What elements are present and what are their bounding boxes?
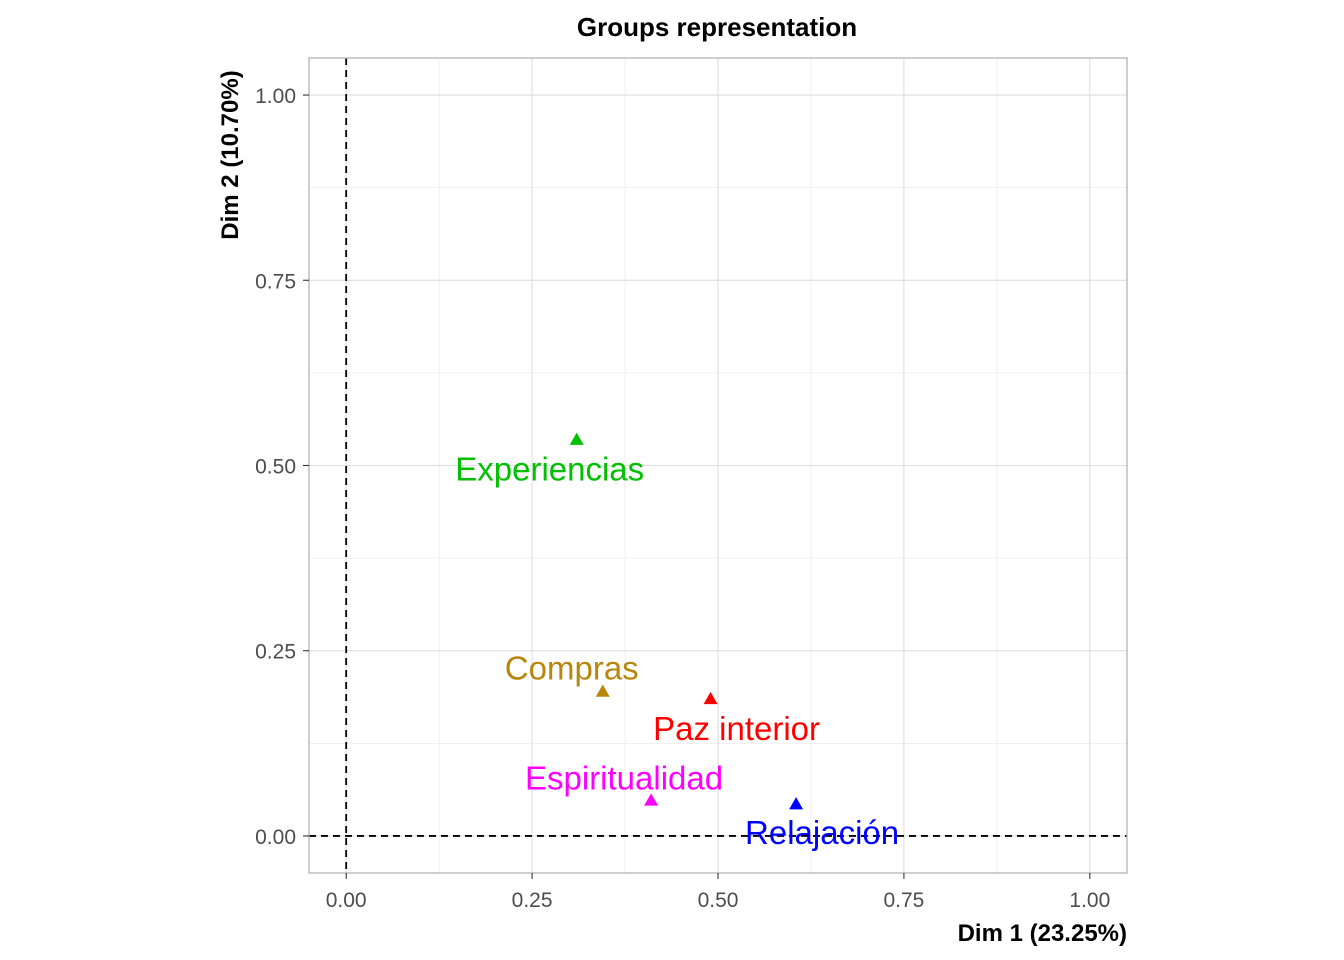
data-point-marker [703,691,718,705]
data-point-marker [595,684,610,697]
y-axis-label: Dim 2 (10.70%) [217,70,244,239]
axis-ticks: 0.00 0.25 0.50 0.75 1.00 0.00 0.25 0.50 0.75 1.00 [255,85,1110,912]
data-point-label: Compras [505,649,639,686]
reference-lines [309,58,1127,873]
y-tick-label: 0.25 [255,641,296,664]
data-point-label: Paz interior [653,710,820,747]
y-tick-label: 1.00 [255,85,296,108]
x-axis-label: Dim 1 (23.25%) [958,920,1127,947]
data-point-label: Relajación [745,814,899,851]
data-point-marker [644,793,659,806]
data-points: Experiencias Compras Paz interior Espiritua… [455,432,899,851]
y-tick-label: 0.50 [255,456,296,479]
x-tick-label: 0.50 [698,889,739,912]
x-tick-label: 1.00 [1069,889,1110,912]
plot-grid [309,58,1127,873]
data-point-marker [569,432,584,445]
x-tick-label: 0.00 [326,889,367,912]
y-tick-label: 0.00 [255,826,296,849]
data-point-marker [789,797,804,810]
chart-title: Groups representation [577,12,857,42]
x-tick-label: 0.75 [883,889,924,912]
y-tick-label: 0.75 [255,270,296,293]
data-point-label: Espiritualidad [525,759,723,796]
data-point-label: Experiencias [455,451,644,488]
x-tick-label: 0.25 [512,889,553,912]
